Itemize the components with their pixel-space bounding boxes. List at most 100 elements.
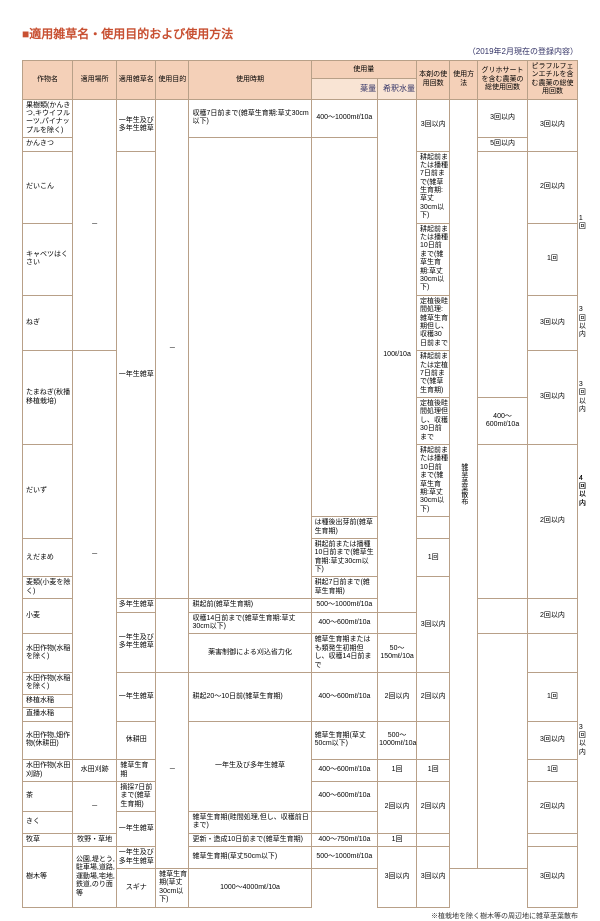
cell: 400～600mℓ/10a — [311, 673, 378, 722]
cell: 小麦 — [23, 599, 73, 634]
cell: 茶 — [23, 781, 73, 811]
cell: 400～750mℓ/10a — [311, 833, 378, 846]
cell: 直播水稲 — [23, 708, 73, 721]
cell: 一年生及び多年生雑草 — [117, 99, 156, 151]
th-weed: 適用雑草名 — [117, 61, 156, 100]
date-note: （2019年2月現在の登録内容） — [22, 46, 578, 57]
cell: 雑草生育期(草丈50cm以下) — [189, 847, 311, 869]
cell: 500～1000mℓ/10a — [311, 847, 378, 869]
th-pyra: ピラフルフェンエチルを含む農薬の総使用回数 — [527, 61, 577, 100]
cell: 500～1000mℓ/10a — [378, 721, 417, 760]
th-purpose: 使用目的 — [156, 61, 189, 100]
cell: 移植水稲 — [23, 694, 73, 707]
cell: 1回 — [378, 833, 417, 846]
cell: 耕起前(雑草生育期) — [189, 599, 311, 612]
cell: 水田作物(水田刈跡) — [23, 760, 73, 782]
cell: 2回以内 — [378, 781, 417, 833]
cell: 1回 — [417, 760, 450, 782]
cell: 3回以内 — [478, 99, 528, 138]
cell: 摘採7日前まで(雑草生育期) — [117, 781, 156, 811]
cell: 5回以内 — [478, 138, 528, 151]
cell: 耕起前または播種10日前まで(雑草生育期:草丈30cm以下) — [417, 445, 450, 517]
cell: － — [156, 99, 189, 599]
cell: えだまめ — [23, 538, 73, 577]
cell: 3回以内 — [527, 99, 577, 151]
cell: 雑草生育期(草丈30cm以下) — [156, 869, 189, 908]
cell: 1000～4000mℓ/10a — [189, 869, 311, 908]
cell: 公園,堤とう,駐車場,道路,運動場,宅地,鉄道,のり面 等 — [72, 847, 116, 907]
cell: 一年生及び多年生雑草 — [117, 612, 156, 672]
cell: 1回 — [378, 760, 417, 782]
cell: 収穫14日前まで(雑草生育期:草丈30cm以下) — [189, 612, 311, 634]
cell: 水田作物(水稲を除く) — [23, 634, 73, 673]
cell-method: 雑草茎葉散布 — [450, 99, 478, 868]
cell: 樹木等 — [23, 847, 73, 907]
cell — [311, 812, 378, 834]
cell: 3回以内 — [527, 847, 577, 907]
cell: 2回以内 — [378, 673, 417, 722]
cell: 一年生及び多年生雑草 — [189, 721, 311, 812]
cell: 3回以内 — [378, 847, 417, 907]
cell: 収穫7日前まで(雑草生育期:草丈30cm以下) — [189, 99, 311, 138]
cell: 水田作物(水稲を除く) — [23, 673, 73, 695]
cell — [478, 151, 528, 398]
cell: 耕起前または播種10日前まで(雑草生育期:草丈30cm以下) — [417, 223, 450, 295]
th-method: 使用方法 — [450, 61, 478, 100]
cell: 水田刈跡 — [72, 760, 116, 782]
cell: － — [72, 351, 116, 760]
cell: きく — [23, 812, 73, 834]
cell — [527, 634, 577, 673]
th-dilute: 希釈水量 — [378, 79, 417, 99]
cell: 麦類(小麦を除く) — [23, 577, 73, 599]
cell: 400～1000mℓ/10a — [311, 99, 378, 138]
cell: 100ℓ/10a — [378, 99, 417, 612]
cell: 一年生雑草 — [117, 151, 156, 599]
cell: 果樹類(かんきつ,キウイフルーツ,パイナップルを除く) — [23, 99, 73, 138]
cell: 3回以内 — [527, 295, 577, 350]
cell — [478, 445, 528, 599]
th-crop: 作物名 — [23, 61, 73, 100]
cell: － — [72, 781, 116, 833]
cell: 2回以内 — [527, 781, 577, 833]
cell: 1回 — [527, 760, 577, 782]
cell: 牧草 — [23, 833, 73, 846]
cell: 一年生及び多年生雑草 — [117, 847, 156, 869]
cell: 1回 — [527, 223, 577, 295]
cell: だいこん — [23, 151, 73, 223]
cell: － — [156, 673, 189, 869]
cell: 耕起前または定植7日前まで(雑草生育期) — [417, 351, 450, 398]
cell — [417, 721, 450, 760]
cell: 耕起20～10日前(雑草生育期) — [189, 673, 311, 722]
cell: 3回以内 — [527, 721, 577, 760]
cell — [311, 138, 378, 517]
cell: － — [72, 99, 116, 351]
cell — [417, 833, 450, 846]
cell: 一年生雑草 — [117, 812, 156, 847]
cell: 雑草生育期 — [117, 760, 156, 782]
cell: 耕起前または播種10日前まで(雑草生育期:草丈30cm以下) — [311, 538, 378, 577]
cell — [189, 138, 311, 599]
th-place: 適用場所 — [72, 61, 116, 100]
cell: 雑草生育期またはも類発生初期但し、収穫14日前まで — [311, 634, 378, 673]
cell: 1回 — [417, 538, 450, 577]
cell: ねぎ — [23, 295, 73, 350]
cell: 耕起7日前まで(雑草生育期) — [311, 577, 378, 599]
cell: キャベツはくさい — [23, 223, 73, 295]
cell: 3回以内 — [417, 577, 450, 673]
cell: 雑草生育期(草丈50cm以下) — [311, 721, 378, 760]
cell — [156, 599, 189, 673]
th-amount: 使用量 — [311, 61, 416, 79]
cell: 一年生雑草 — [117, 673, 156, 722]
main-table: 作物名 適用場所 適用雑草名 使用目的 使用時期 使用量 本剤の使用回数 使用方… — [22, 60, 578, 908]
cell: 多年生雑草 — [117, 599, 156, 612]
cell: 薬害制御による刈込省力化 — [189, 634, 311, 673]
cell: 定植後畦間処理:雑草生育期但し、収穫30日前まで — [417, 295, 450, 350]
cell: 400～600mℓ/10a — [311, 760, 378, 782]
cell: たまねぎ(秋播移植栽培) — [23, 351, 73, 445]
cell: 雑草生育期(畦間処理,但し、収穫前日まで) — [189, 812, 311, 834]
cell: 更新・造成10日前まで(雑草生育期) — [189, 833, 311, 846]
th-gly: グリホサートを含む農薬の総使用回数 — [478, 61, 528, 100]
footnote: ※植栽地を除く樹木等の周辺地に雑草茎葉散布 — [22, 911, 578, 921]
cell: 耕起前または播種7日前まで(雑草生育期:草丈30cm以下) — [417, 151, 450, 223]
cell: 3回以内 — [417, 847, 450, 907]
